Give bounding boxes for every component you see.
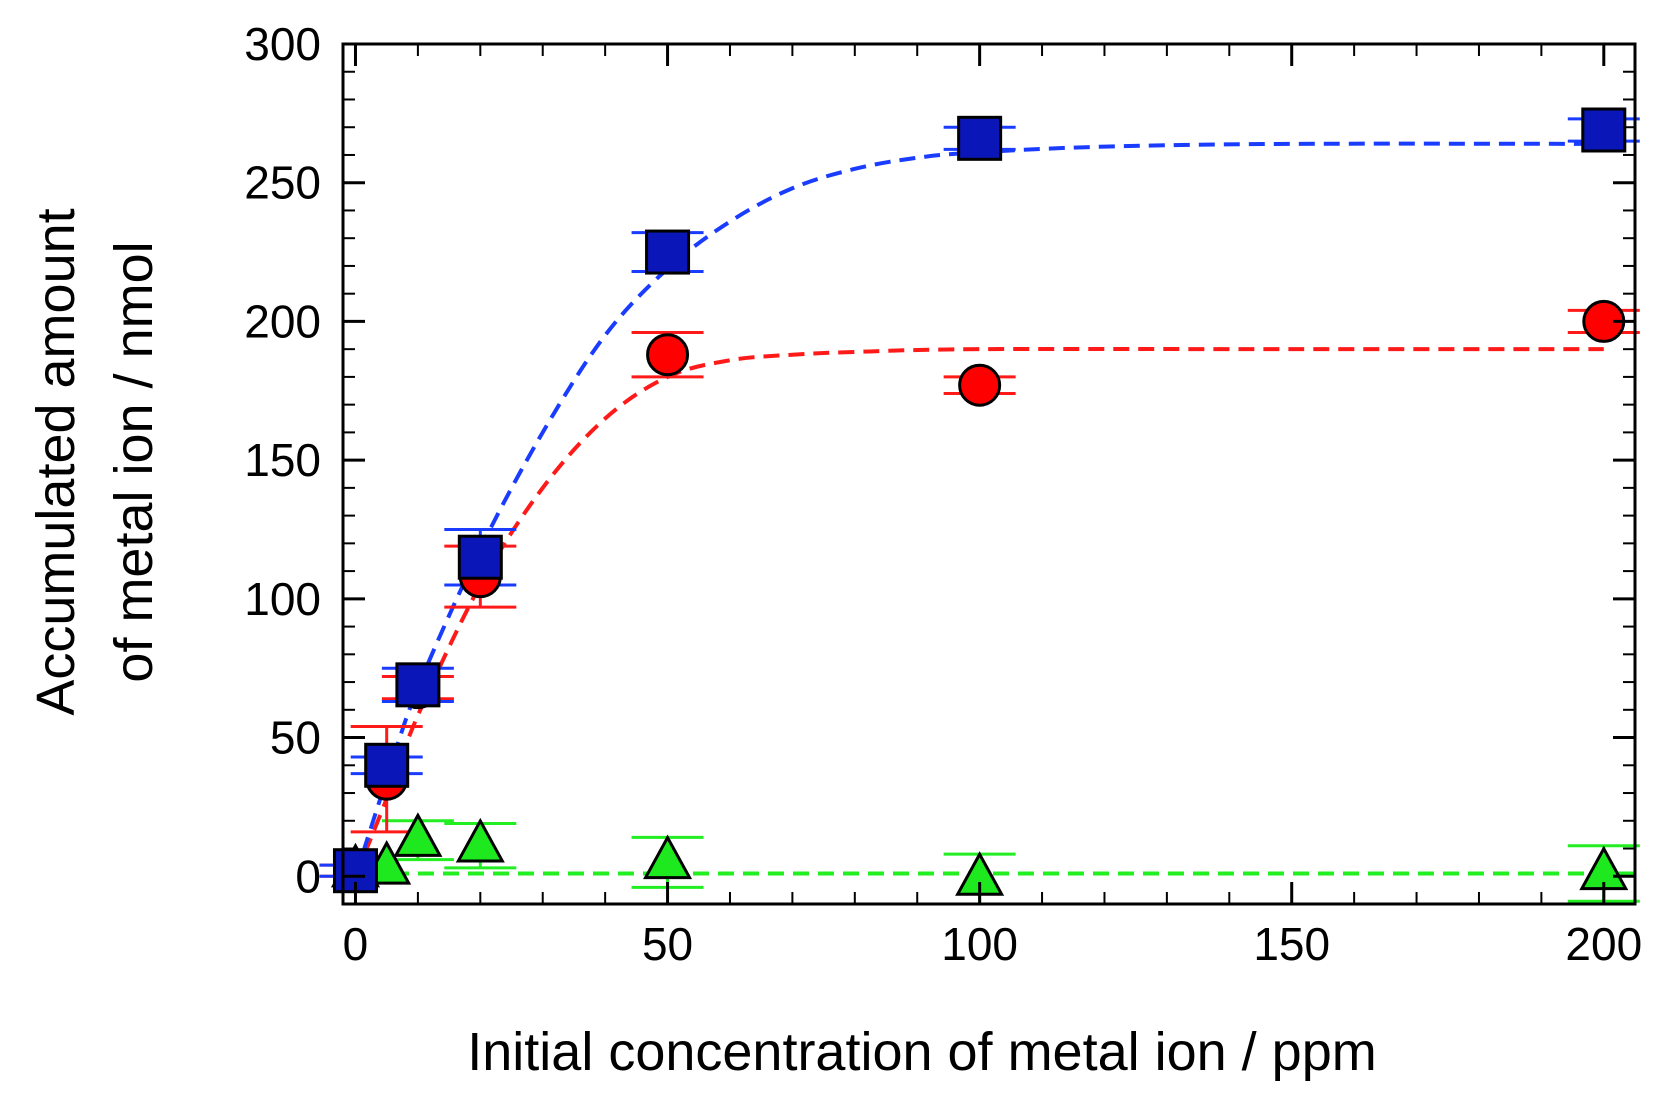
blue-squares-point bbox=[1581, 107, 1627, 153]
blue-squares-point bbox=[957, 115, 1003, 161]
x-tick-label: 100 bbox=[941, 918, 1018, 970]
y-tick-label: 0 bbox=[295, 850, 321, 902]
y-tick-label: 250 bbox=[244, 157, 321, 209]
y-tick-label: 50 bbox=[270, 712, 321, 764]
green-triangles-point bbox=[643, 834, 693, 880]
x-tick-labels: 0 50 100 150 200 bbox=[343, 918, 1642, 970]
y-axis-title-line1: Accumulated amount bbox=[26, 208, 86, 715]
y-tick-label: 150 bbox=[244, 434, 321, 486]
blue-squares-fit-line bbox=[353, 141, 1604, 877]
y-tick-label: 200 bbox=[244, 295, 321, 347]
x-tick-label: 0 bbox=[343, 918, 369, 970]
y-tick-label: 300 bbox=[244, 18, 321, 70]
y-axis-title-line2: of metal ion / nmol bbox=[104, 241, 164, 682]
blue-squares-point bbox=[645, 229, 691, 275]
x-tick-label: 200 bbox=[1565, 918, 1642, 970]
axis-ticks bbox=[343, 42, 1635, 904]
blue-squares-point bbox=[457, 534, 503, 580]
red-circles-point bbox=[646, 333, 690, 377]
red-circles-fit-line bbox=[353, 346, 1604, 878]
y-tick-labels: 0 50 100 150 200 250 300 bbox=[244, 18, 321, 902]
y-tick-label: 100 bbox=[244, 573, 321, 625]
green-triangles-point bbox=[393, 812, 443, 857]
green-triangles-point bbox=[455, 817, 505, 863]
x-tick-label: 50 bbox=[642, 918, 693, 970]
x-axis-title: Initial concentration of metal ion / ppm bbox=[467, 1022, 1376, 1082]
plot-frame bbox=[341, 42, 1637, 906]
x-tick-label: 150 bbox=[1253, 918, 1330, 970]
red-circles-point bbox=[958, 363, 1002, 407]
blue-squares-point bbox=[395, 662, 441, 708]
error-bars bbox=[319, 117, 1640, 906]
data-markers bbox=[330, 107, 1629, 896]
blue-squares-point bbox=[364, 742, 410, 788]
fit-curves bbox=[343, 141, 1635, 878]
